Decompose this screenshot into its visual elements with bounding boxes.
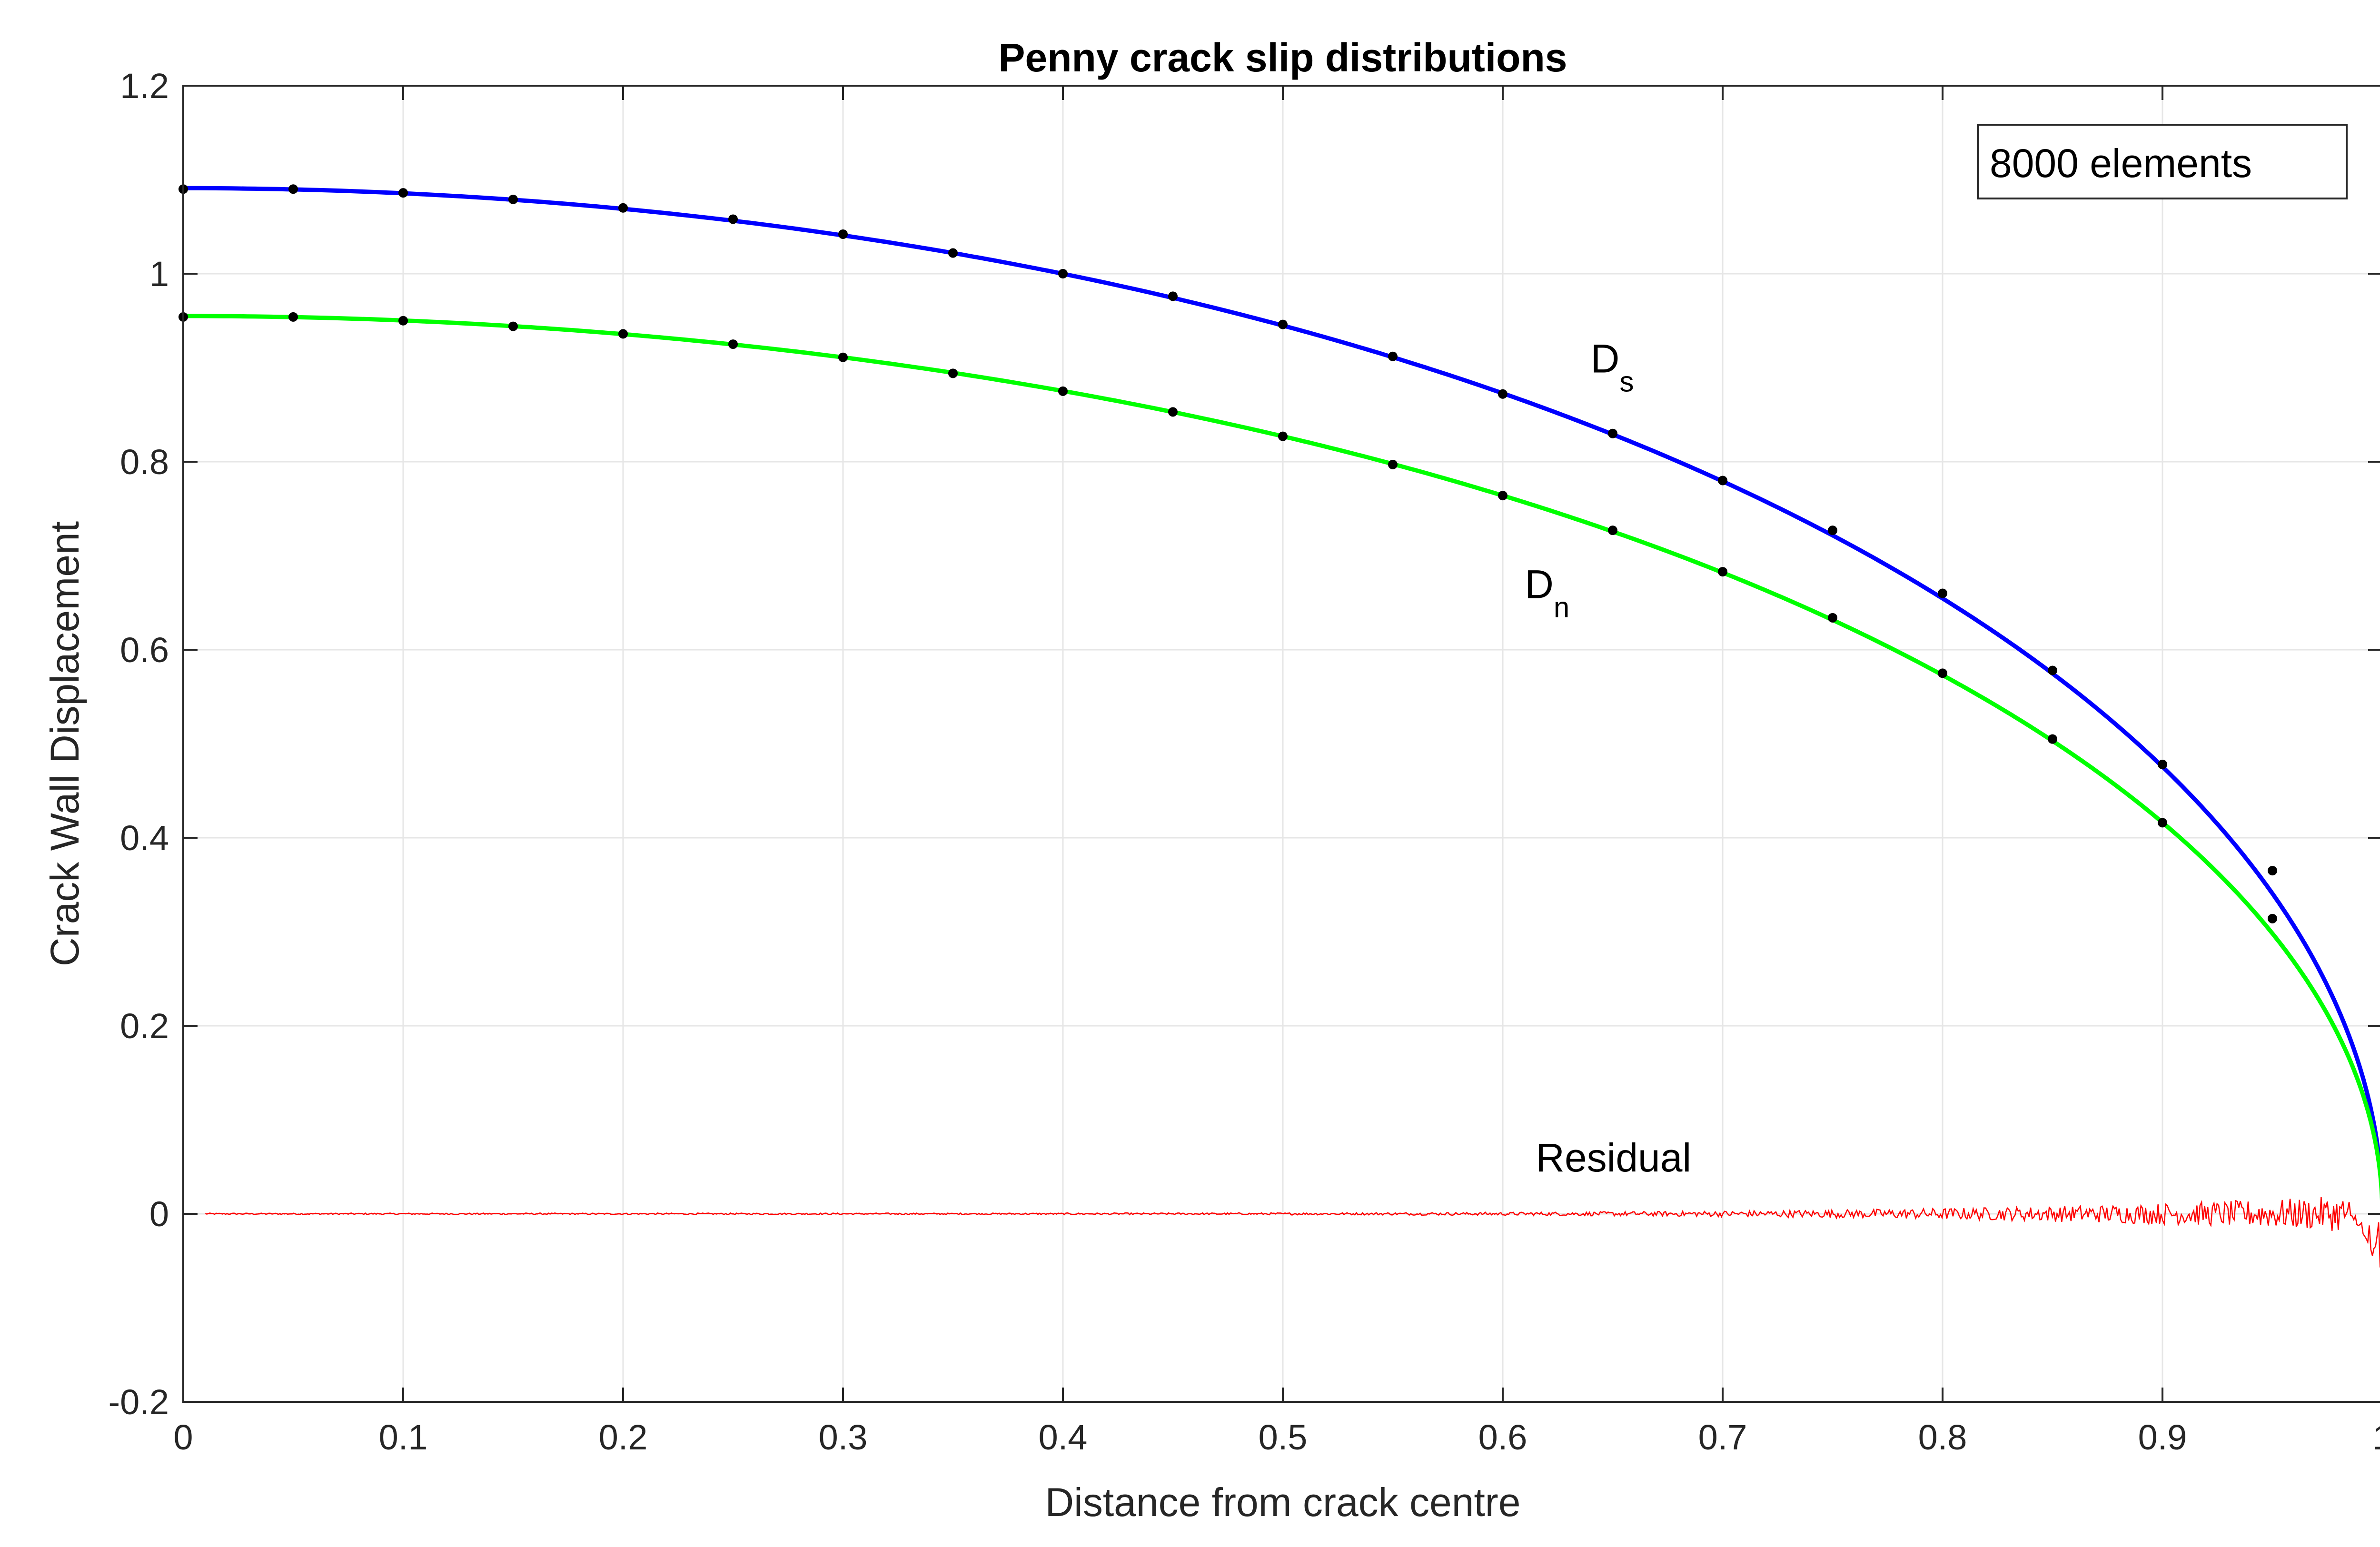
- y-tick-label: 0.6: [120, 630, 169, 670]
- series-dn-point: [1278, 431, 1288, 441]
- series-ds-point: [1498, 389, 1507, 399]
- y-tick-label: 1: [149, 254, 169, 294]
- plot-area: [183, 86, 2380, 1402]
- series-ds-point: [838, 229, 848, 239]
- legend: 8000 elements: [1977, 124, 2348, 199]
- series-dn-point: [1718, 567, 1727, 577]
- x-tick-label: 0.9: [2138, 1418, 2187, 1457]
- series-dn-point: [1608, 526, 1617, 536]
- x-tick-label: 0.7: [1698, 1418, 1747, 1457]
- series-layer: [183, 186, 2380, 1268]
- series-dn-point: [1498, 491, 1507, 501]
- y-axis-label: Crack Wall Displacement: [42, 521, 87, 966]
- series-dn-point: [398, 316, 408, 326]
- series-ds-point: [1388, 351, 1398, 361]
- marker-layer: [178, 184, 2277, 923]
- series-ds-point: [2048, 665, 2057, 675]
- x-tick-label: 0.3: [819, 1418, 868, 1457]
- series-ds-point: [2158, 759, 2167, 769]
- series-dn-point: [618, 329, 628, 339]
- series-dn-point: [948, 368, 958, 378]
- series-dn-point: [1828, 613, 1837, 623]
- series-dn-point: [1388, 459, 1398, 469]
- y-tick-label: -0.2: [108, 1382, 169, 1422]
- series-dn-point: [2158, 818, 2167, 828]
- series-ds-point: [398, 188, 408, 198]
- labels: Ds Dn Residual: [1525, 336, 1691, 1180]
- series-dn-line: [183, 314, 2380, 1201]
- series-residual-label: Residual: [1536, 1135, 1691, 1180]
- ticks: 00.10.20.30.40.50.60.70.80.91-0.200.20.4…: [108, 66, 2380, 1457]
- series-ds-point: [1718, 476, 1727, 486]
- series-dn-point: [2268, 913, 2277, 923]
- legend-box: [1977, 124, 2348, 199]
- y-tick-label: 0: [149, 1194, 169, 1234]
- series-dn-point: [1058, 386, 1068, 396]
- x-tick-label: 0.6: [1478, 1418, 1527, 1457]
- series-dn-point: [288, 312, 298, 322]
- series-ds-line: [183, 186, 2380, 1199]
- series-ds-point: [1608, 428, 1617, 438]
- series-ds-point: [2268, 866, 2277, 876]
- x-tick-label: 0.1: [379, 1418, 428, 1457]
- series-dn-point: [728, 339, 738, 349]
- x-tick-label: 0.2: [599, 1418, 648, 1457]
- legend-text: 8000 elements: [1990, 141, 2252, 186]
- series-ds-point: [728, 214, 738, 224]
- series-ds-point: [1168, 291, 1178, 301]
- x-tick-label: 0.8: [1918, 1418, 1967, 1457]
- series-dn-point: [2048, 734, 2057, 744]
- x-tick-label: 0.4: [1039, 1418, 1088, 1457]
- series-ds-point: [618, 203, 628, 213]
- chart-title: Penny crack slip distributions: [999, 35, 1567, 80]
- series-dn-label: Dn: [1525, 562, 1569, 623]
- x-tick-label: 1: [2372, 1418, 2380, 1457]
- y-tick-label: 0.8: [120, 442, 169, 482]
- series-dn-point: [1938, 668, 1947, 678]
- series-ds-label: Ds: [1591, 336, 1634, 397]
- series-dn-point: [1168, 407, 1178, 417]
- series-residual-line: [205, 1197, 2380, 1268]
- x-tick-label: 0.5: [1259, 1418, 1308, 1457]
- series-dn-point: [838, 352, 848, 362]
- series-ds-point: [948, 248, 958, 258]
- x-tick-label: 0: [173, 1418, 193, 1457]
- series-ds-point: [1058, 269, 1068, 278]
- series-ds-point: [1938, 588, 1947, 598]
- y-tick-label: 0.4: [120, 818, 169, 858]
- series-ds-point: [1828, 526, 1837, 536]
- x-axis-label: Distance from crack centre: [1045, 1480, 1521, 1525]
- series-ds-point: [288, 184, 298, 194]
- series-ds-point: [1278, 319, 1288, 329]
- series-dn-point: [508, 321, 518, 331]
- y-tick-label: 1.2: [120, 66, 169, 106]
- y-tick-label: 0.2: [120, 1006, 169, 1046]
- series-ds-point: [508, 194, 518, 204]
